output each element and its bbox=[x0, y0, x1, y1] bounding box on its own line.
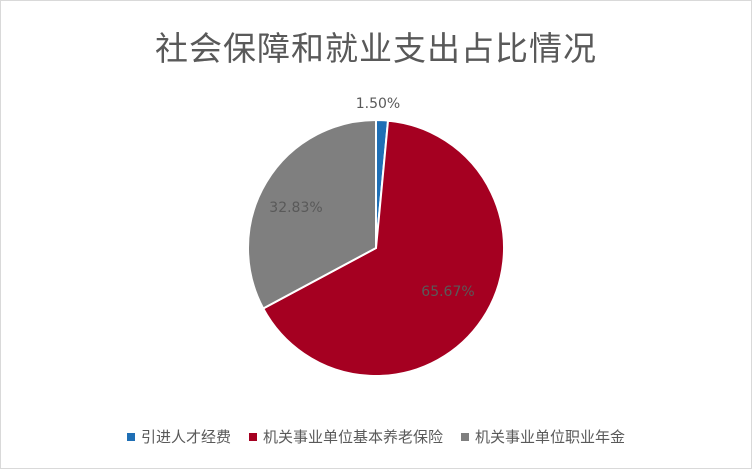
legend-label-0: 引进人才经费 bbox=[140, 428, 231, 446]
legend-swatch-2 bbox=[461, 432, 469, 441]
chart-title: 社会保障和就业支出占比情况 bbox=[155, 29, 597, 68]
slice-label-2: 32.83% bbox=[269, 200, 322, 216]
slice-label-0: 1.50% bbox=[356, 96, 400, 112]
legend-label-2: 机关事业单位职业年金 bbox=[475, 428, 626, 446]
legend-item-2: 机关事业单位职业年金 bbox=[461, 426, 625, 447]
legend-swatch-1 bbox=[248, 432, 257, 441]
legend-label-1: 机关事业单位基本养老保险 bbox=[262, 428, 443, 446]
pie-slice-1 bbox=[261, 119, 505, 377]
legend-swatch-0 bbox=[126, 432, 135, 441]
legend-item-0: 引进人才经费 bbox=[126, 426, 231, 447]
pie-slice-2 bbox=[247, 118, 377, 310]
slice-label-1: 65.67% bbox=[421, 284, 474, 300]
legend: 引进人才经费 机关事业单位基本养老保险 机关事业单位职业年金 bbox=[0, 426, 752, 447]
legend-item-1: 机关事业单位基本养老保险 bbox=[248, 426, 443, 447]
